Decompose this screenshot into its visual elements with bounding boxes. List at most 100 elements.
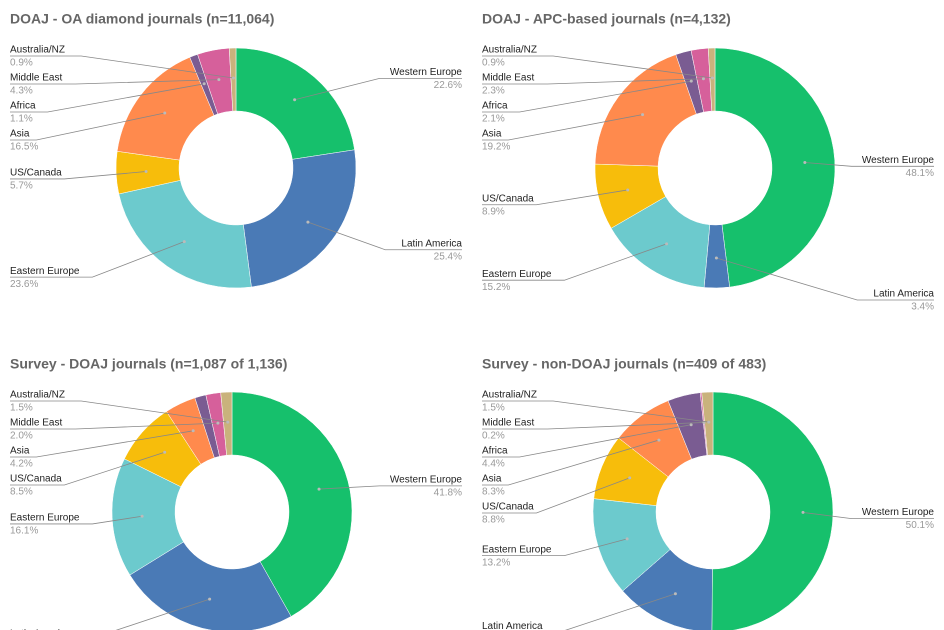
leader-line	[482, 422, 704, 430]
value-label: 4.4%	[482, 459, 505, 470]
leader-dot	[707, 420, 711, 424]
donut-slice	[231, 391, 353, 617]
leader-line	[10, 112, 165, 141]
category-label: Middle East	[482, 418, 534, 429]
leader-dot	[293, 98, 297, 102]
leader-dot	[689, 423, 693, 427]
leader-line	[294, 77, 462, 101]
category-label: Asia	[10, 446, 30, 457]
leader-line	[115, 598, 210, 630]
value-label: 22.6%	[434, 80, 462, 91]
value-label: 0.9%	[482, 58, 505, 69]
leader-line	[319, 485, 462, 490]
value-label: 25.4%	[434, 251, 462, 262]
leader-dot	[226, 420, 230, 424]
chart-title: DOAJ - APC-based journals (n=4,132)	[482, 11, 731, 27]
leader-dot	[144, 170, 148, 174]
category-label: US/Canada	[482, 502, 534, 513]
leader-dot	[626, 188, 630, 192]
leader-dot	[803, 160, 807, 164]
category-label: Latin America	[401, 238, 462, 249]
value-label: 15.2%	[482, 282, 510, 293]
category-label: Western Europe	[390, 67, 463, 78]
value-label: 2.1%	[482, 114, 505, 125]
value-label: 8.3%	[482, 487, 505, 498]
leader-line	[10, 79, 219, 85]
value-label: 16.1%	[10, 526, 38, 537]
leader-dot	[140, 514, 144, 518]
donut-slice	[701, 391, 714, 456]
leader-line	[482, 439, 660, 486]
value-label: 48.1%	[906, 168, 934, 179]
leader-line	[10, 171, 147, 180]
leader-line	[10, 55, 234, 79]
leader-line	[482, 477, 630, 514]
chart-panel: Survey - DOAJ journals (n=1,087 of 1,136…	[10, 356, 462, 630]
chart-panel: DOAJ - OA diamond journals (n=11,064) Wes…	[10, 11, 462, 290]
leader-line	[802, 512, 934, 519]
chart-title: DOAJ - OA diamond journals (n=11,064)	[10, 11, 274, 27]
leader-line	[482, 80, 692, 113]
category-label: Asia	[10, 129, 30, 140]
leader-dot	[191, 429, 195, 433]
value-label: 8.5%	[10, 487, 33, 498]
leader-dot	[657, 438, 661, 442]
chart-title: Survey - non-DOAJ journals (n=409 of 483…	[482, 356, 766, 372]
value-label: 50.1%	[906, 520, 934, 531]
donut-slice	[118, 180, 252, 289]
value-label: 2.3%	[482, 86, 505, 97]
leader-line	[716, 257, 934, 301]
leader-dot	[673, 592, 677, 596]
category-label: Middle East	[482, 73, 534, 84]
value-label: 23.6%	[10, 279, 38, 290]
leader-dot	[208, 597, 212, 601]
leader-dot	[625, 537, 629, 541]
category-label: Western Europe	[390, 475, 463, 486]
donut-slice	[228, 47, 237, 112]
leader-dot	[689, 79, 693, 83]
category-label: Australia/NZ	[482, 390, 537, 401]
leader-line	[307, 221, 462, 251]
value-label: 5.7%	[10, 181, 33, 192]
chart-panel: DOAJ - APC-based journals (n=4,132) Weste…	[482, 11, 934, 313]
leader-line	[10, 451, 165, 486]
category-label: Western Europe	[862, 507, 935, 518]
donut-slice	[220, 391, 233, 456]
leader-dot	[182, 240, 186, 244]
category-label: Australia/NZ	[482, 45, 537, 56]
leader-line	[482, 55, 713, 79]
leader-dot	[665, 242, 669, 246]
value-label: 3.4%	[911, 302, 934, 313]
value-label: 13.2%	[482, 557, 510, 568]
leader-dot	[306, 220, 310, 224]
leader-dot	[710, 76, 714, 80]
category-label: Eastern Europe	[10, 513, 80, 524]
donut-slice	[707, 47, 716, 112]
leader-line	[482, 114, 643, 141]
value-label: 1.1%	[10, 114, 33, 125]
leader-dot	[217, 78, 221, 82]
category-label: Latin America	[873, 289, 934, 300]
chart-title: Survey - DOAJ journals (n=1,087 of 1,136…	[10, 356, 287, 372]
leader-line	[482, 243, 667, 281]
leader-line	[482, 189, 628, 206]
leader-line	[482, 78, 704, 85]
leader-line	[10, 241, 185, 278]
leader-dot	[641, 113, 645, 117]
value-label: 0.2%	[482, 431, 505, 442]
value-label: 4.3%	[10, 86, 33, 97]
leader-dot	[317, 487, 321, 491]
leader-line	[565, 593, 676, 630]
category-label: Asia	[482, 474, 502, 485]
leader-line	[10, 83, 205, 113]
value-label: 4.2%	[10, 459, 33, 470]
leader-line	[10, 400, 228, 423]
category-label: Eastern Europe	[482, 544, 552, 555]
leader-dot	[163, 450, 167, 454]
leader-dot	[714, 256, 718, 260]
category-label: Eastern Europe	[482, 269, 552, 280]
leader-line	[804, 162, 934, 167]
category-label: Australia/NZ	[10, 45, 65, 56]
value-label: 1.5%	[482, 403, 505, 414]
